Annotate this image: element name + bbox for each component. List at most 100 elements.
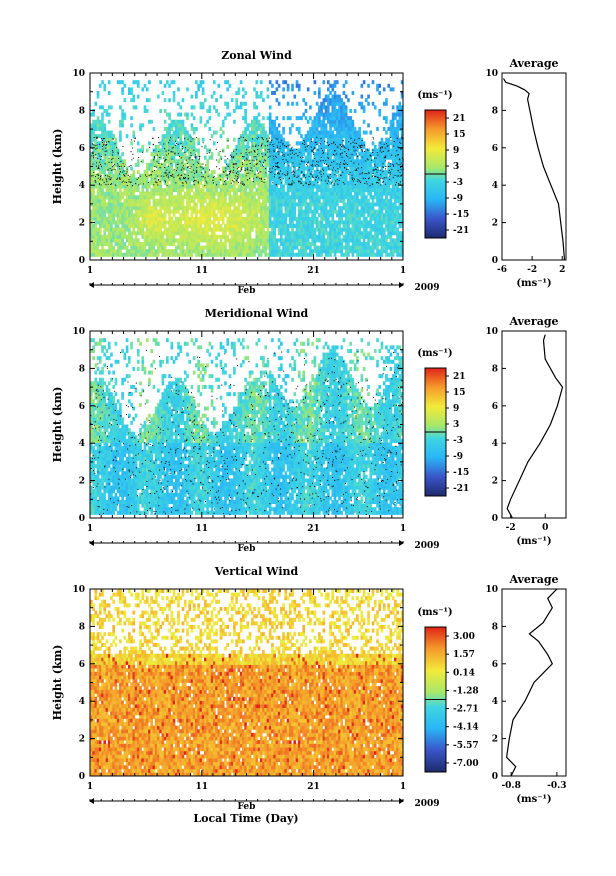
- heatmap-cell: [275, 242, 279, 247]
- heatmap-cell: [250, 227, 254, 232]
- heatmap-cell: [358, 130, 361, 135]
- heatmap-cell: [197, 231, 200, 236]
- heatmap-cell: [230, 242, 234, 247]
- heatmap-cell: [235, 98, 238, 103]
- heatmap-cell: [239, 137, 243, 142]
- heatmap-cell: [369, 220, 373, 225]
- heatmap-cell: [103, 177, 107, 182]
- heatmap-cell: [143, 206, 147, 211]
- heatmap-cell: [190, 231, 194, 236]
- heatmap-cell: [212, 245, 216, 250]
- heatmap-cell: [313, 231, 317, 236]
- heatmap-cell: [132, 206, 136, 211]
- heatmap-cell: [204, 191, 207, 196]
- heatmap-cell: [103, 148, 107, 153]
- stipple-dot: [201, 146, 203, 148]
- heatmap-cell: [154, 188, 158, 193]
- heatmap-cell: [103, 152, 107, 157]
- heatmap-cell: [322, 80, 326, 85]
- heatmap-cell: [136, 224, 140, 229]
- heatmap-cell: [105, 148, 109, 153]
- heatmap-cell: [206, 231, 209, 236]
- heatmap-cell: [255, 116, 259, 121]
- stipple-dot: [250, 151, 252, 153]
- heatmap-cell: [134, 188, 138, 193]
- heatmap-cell: [94, 144, 98, 149]
- heatmap-cell: [101, 116, 104, 121]
- heatmap-cell: [295, 101, 299, 106]
- heatmap-cell: [179, 137, 183, 142]
- heatmap-cell: [166, 238, 169, 243]
- heatmap-cell: [128, 234, 131, 239]
- heatmap-cell: [224, 252, 227, 257]
- heatmap-cell: [125, 216, 129, 221]
- heatmap-cell: [326, 184, 330, 189]
- heatmap-cell: [96, 209, 100, 214]
- heatmap-cell: [116, 155, 120, 160]
- heatmap-cell: [96, 148, 100, 153]
- heatmap-cell: [130, 195, 133, 200]
- stipple-dot: [199, 166, 201, 168]
- heatmap-cell: [90, 191, 93, 196]
- heatmap-cell: [242, 238, 245, 243]
- heatmap-cell: [313, 80, 317, 85]
- heatmap-cell: [145, 177, 149, 182]
- heatmap-cell: [94, 159, 98, 164]
- heatmap-cell: [226, 137, 230, 142]
- heatmap-cell: [154, 238, 158, 243]
- heatmap-cell: [130, 98, 133, 103]
- heatmap-cell: [174, 252, 178, 257]
- heatmap-cell: [101, 209, 104, 214]
- stipple-dot: [237, 181, 239, 183]
- heatmap-cell: [322, 119, 326, 124]
- heatmap-cell: [226, 234, 230, 239]
- heatmap-cell: [128, 87, 131, 92]
- heatmap-cell: [244, 170, 247, 175]
- heatmap-cell: [110, 159, 113, 164]
- heatmap-cell: [148, 162, 151, 167]
- heatmap-cell: [172, 144, 176, 149]
- heatmap-cell: [166, 130, 169, 135]
- heatmap-cell: [168, 148, 171, 153]
- heatmap-cell: [262, 126, 265, 131]
- heatmap-cell: [152, 191, 156, 196]
- heatmap-cell: [125, 202, 129, 207]
- heatmap-cell: [217, 209, 221, 214]
- stipple-dot: [319, 143, 321, 145]
- heatmap-cell: [237, 213, 241, 218]
- stipple-dot: [287, 161, 289, 163]
- heatmap-cell: [380, 252, 384, 257]
- heatmap-cell: [183, 152, 187, 157]
- heatmap-cell: [136, 216, 140, 221]
- heatmap-cell: [221, 195, 225, 200]
- heatmap-cell: [239, 195, 243, 200]
- heatmap-cell: [201, 245, 205, 250]
- heatmap-cell: [161, 252, 165, 257]
- heatmap-cell: [92, 224, 95, 229]
- heatmap-cell: [119, 105, 122, 110]
- heatmap-cell: [228, 112, 232, 117]
- stipple-dot: [384, 160, 386, 162]
- heatmap-cell: [179, 216, 183, 221]
- heatmap-cell: [282, 94, 285, 99]
- stipple-dot: [208, 152, 210, 154]
- heatmap-cell: [329, 90, 332, 95]
- heatmap-cell: [376, 87, 379, 92]
- heatmap-cell: [224, 170, 227, 175]
- heatmap-cell: [105, 209, 109, 214]
- heatmap-cell: [286, 227, 290, 232]
- heatmap-cell: [90, 195, 93, 200]
- heatmap-cell: [130, 249, 133, 254]
- heatmap-cell: [364, 227, 368, 232]
- heatmap-cell: [130, 234, 133, 239]
- heatmap-cell: [396, 134, 399, 139]
- stipple-dot: [247, 167, 249, 169]
- heatmap-cell: [116, 184, 120, 189]
- heatmap-cell: [172, 141, 176, 146]
- heatmap-cell: [288, 170, 292, 175]
- stipple-dot: [108, 176, 110, 178]
- heatmap-cell: [177, 144, 180, 149]
- stipple-dot: [249, 146, 251, 148]
- heatmap-cell: [148, 220, 151, 225]
- stipple-dot: [132, 185, 134, 187]
